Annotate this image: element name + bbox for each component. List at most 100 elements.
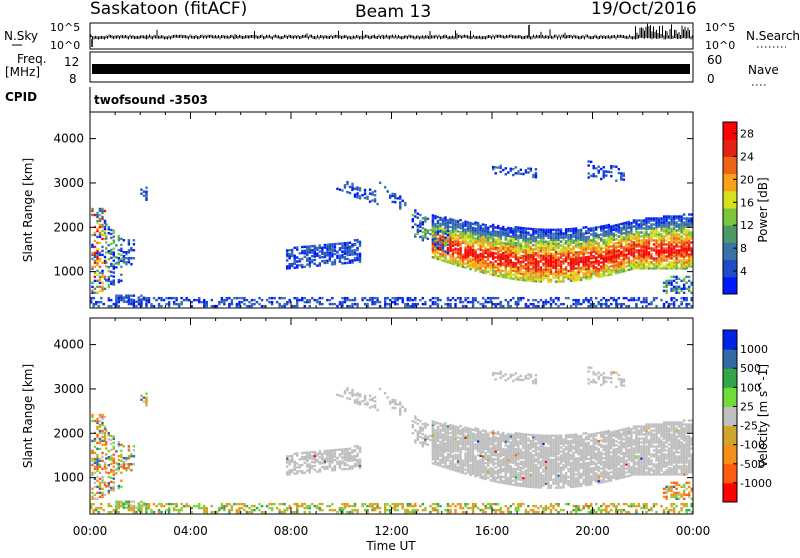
power-echo-cell [497,303,499,305]
power-echo-cell [502,169,504,171]
colorbar-segment [723,225,737,243]
power-echo-cell [334,303,336,305]
power-echo-cell [615,234,617,236]
power-echo-cell [497,166,499,168]
power-echo-cell [133,257,135,259]
velocity-echo-cell [138,507,140,509]
power-echo-cell [653,217,655,219]
power-echo-cell [120,266,122,268]
velocity-echo-cell [113,465,115,467]
power-echo-cell [344,253,346,255]
power-echo-cell [507,171,509,173]
power-echo-cell [99,242,101,244]
velocity-echo-cell [96,486,98,488]
velocity-echo-cell [91,464,93,466]
power-echo-cell [489,273,491,275]
velocity-echo-cell [628,511,630,513]
power-echo-cell [334,243,336,245]
power-echo-cell [598,260,600,262]
velocity-echo-cell [294,511,296,513]
power-echo-cell [96,280,98,282]
power-echo-cell [660,299,662,301]
power-echo-cell [623,236,625,238]
velocity-echo-cell [123,503,125,505]
velocity-echo-cell [316,459,318,461]
velocity-echo-cell [346,448,348,450]
power-echo-cell [688,286,690,288]
power-echo-cell [99,214,101,216]
power-echo-cell [487,297,489,299]
power-echo-cell [515,172,517,174]
power-echo-cell [542,262,544,264]
power-echo-cell [163,299,165,301]
velocity-echo-cell [404,509,406,511]
power-echo-cell [605,224,607,226]
power-echo-cell [183,299,185,301]
power-echo-cell [625,269,627,271]
power-echo-cell [311,251,313,253]
velocity-echo-cell [326,456,328,458]
power-echo-cell [125,300,127,302]
power-echo-cell [683,278,685,280]
power-echo-cell [560,240,562,242]
velocity-echo-cell [530,509,532,511]
velocity-echo-cell [510,505,512,507]
velocity-echo-cell [296,452,298,454]
power-echo-cell [670,297,672,299]
velocity-echo-cell [542,507,544,509]
power-echo-cell [673,286,675,288]
noise-trace [91,24,693,47]
power-echo-cell [417,303,419,305]
power-echo-cell [118,253,120,255]
power-echo-cell [361,297,363,299]
power-echo-cell [419,220,421,222]
velocity-echo-cell [238,507,240,509]
velocity-echo-cell [364,395,366,397]
power-echo-cell [530,246,532,248]
velocity-echo-cell [115,509,117,511]
power-echo-cell [520,261,522,263]
power-echo-cell [324,244,326,246]
power-echo-cell [680,259,682,261]
velocity-echo-cell [555,503,557,505]
power-echo-cell [530,168,532,170]
nave-tick-bottom: 0 [707,72,715,86]
power-echo-cell [178,303,180,305]
power-echo-cell [110,237,112,239]
power-echo-cell [427,238,429,240]
velocity-echo-cell [354,463,356,465]
power-echo-cell [512,174,514,176]
velocity-echo-cell [288,459,290,461]
velocity-echo-cell [101,452,103,454]
power-echo-cell [665,243,667,245]
power-echo-cell [374,301,376,303]
velocity-echo-cell [299,458,301,460]
power-echo-cell [354,244,356,246]
power-echo-cell [118,297,120,299]
power-echo-cell [399,195,401,197]
power-echo-cell [306,245,308,247]
power-echo-cell [296,256,298,258]
velocity-echo-cell [349,392,351,394]
velocity-echo-cell [628,505,630,507]
velocity-echo-cell [238,503,240,505]
power-echo-cell [479,225,481,227]
velocity-echo-cell [105,467,107,469]
power-echo-cell [138,301,140,303]
velocity-echo-cell [133,445,135,447]
power-echo-cell [96,212,98,214]
power-echo-cell [296,297,298,299]
power-echo-cell [304,250,306,252]
power-echo-cell [655,305,657,307]
power-echo-cell [371,191,373,193]
velocity-echo-cell [678,511,680,513]
power-echo-cell [125,261,127,263]
power-echo-cell [108,244,110,246]
velocity-echo-cell [341,503,343,505]
velocity-echo-cell [452,503,454,505]
power-echo-cell [673,245,675,247]
power-echo-cell [99,252,101,254]
power-echo-cell [688,303,690,305]
velocity-echo-cell [99,492,101,494]
velocity-echo-cell [495,509,497,511]
